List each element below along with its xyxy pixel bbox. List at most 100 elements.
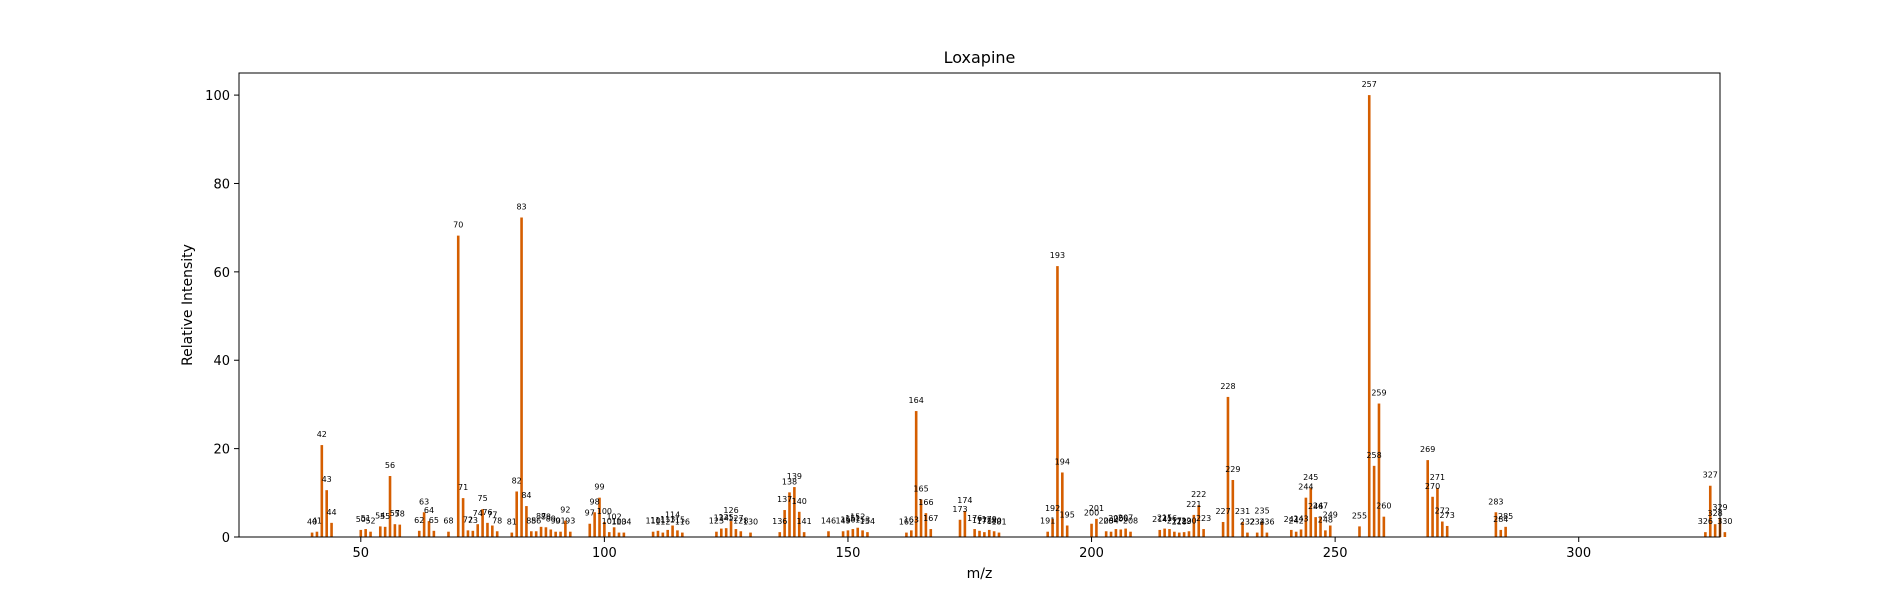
- peak-bar: [481, 509, 484, 537]
- peak-bar: [914, 411, 918, 537]
- peak-bar: [997, 532, 1001, 537]
- peak-bar: [564, 520, 567, 537]
- peak-bar: [1119, 529, 1123, 537]
- peak-bar: [681, 532, 684, 537]
- peak-bar: [797, 511, 801, 537]
- peak-bar: [588, 523, 592, 537]
- peak-bar: [369, 531, 372, 537]
- peak-label: 179: [982, 515, 997, 524]
- y-tick-label: 80: [213, 177, 230, 192]
- peak-bar: [715, 531, 718, 537]
- peak-label: 84: [521, 491, 531, 500]
- peak-bar: [987, 529, 991, 537]
- peak-label: 102: [606, 512, 621, 521]
- peak-label: 93: [565, 517, 575, 526]
- peak-label: 114: [665, 511, 680, 520]
- peak-label: 271: [1430, 473, 1445, 482]
- peak-label: 257: [1362, 80, 1377, 89]
- peak-label: 40: [307, 518, 317, 527]
- peak-bar: [720, 528, 723, 537]
- peak-bar: [1309, 487, 1313, 537]
- peak-bar: [1319, 516, 1322, 537]
- peak-bar: [851, 529, 855, 537]
- peak-label: 126: [723, 506, 738, 515]
- peak-label: 86: [531, 516, 541, 525]
- peak-label: 249: [1323, 511, 1338, 520]
- peak-label: 88: [541, 512, 551, 521]
- peak-bar: [617, 532, 621, 537]
- peak-label: 123: [709, 517, 724, 526]
- peak-label: 174: [957, 496, 972, 505]
- peak-bar: [388, 476, 392, 537]
- peak-bar: [924, 513, 928, 537]
- peak-bar: [554, 531, 557, 537]
- peak-label: 330: [1717, 517, 1732, 526]
- peak-label: 97: [585, 509, 595, 518]
- peak-label: 284: [1493, 515, 1508, 524]
- peak-bar: [856, 527, 860, 537]
- peak-label: 258: [1366, 451, 1381, 460]
- peak-bar: [1114, 529, 1118, 537]
- peak-label: 229: [1225, 465, 1240, 474]
- peak-label: 207: [1118, 514, 1133, 523]
- peak-label: 255: [1352, 511, 1367, 520]
- peak-bar: [359, 529, 363, 537]
- peak-label: 154: [860, 517, 875, 526]
- peak-bar: [520, 217, 523, 537]
- peak-bar: [827, 531, 830, 537]
- peak-label: 222: [1191, 490, 1206, 499]
- peak-label: 101: [602, 517, 617, 526]
- peak-bar: [1163, 528, 1166, 537]
- plot-frame: [238, 72, 1721, 538]
- peak-label: 125: [719, 513, 734, 522]
- peak-label: 270: [1425, 482, 1440, 491]
- peak-label: 56: [385, 461, 395, 470]
- peak-label: 178: [977, 517, 992, 526]
- peak-label: 140: [792, 497, 807, 506]
- peak-label: 141: [796, 517, 811, 526]
- peak-bar: [866, 532, 869, 537]
- peak-label: 208: [1123, 517, 1138, 526]
- peak-label: 201: [1089, 504, 1104, 513]
- peak-label: 246: [1308, 502, 1323, 511]
- peak-label: 98: [590, 497, 600, 506]
- peak-label: 167: [923, 514, 938, 523]
- peak-label: 81: [507, 518, 517, 527]
- peak-label: 227: [1215, 507, 1230, 516]
- peak-bar: [973, 529, 976, 537]
- peak-label: 206: [1113, 514, 1128, 523]
- peak-bar: [383, 526, 387, 537]
- peak-bar: [1504, 526, 1507, 537]
- peak-label: 72: [463, 515, 473, 524]
- peak-bar: [793, 487, 796, 537]
- peak-label: 162: [899, 518, 914, 527]
- peak-label: 241: [1284, 515, 1299, 524]
- peak-bar: [1177, 532, 1181, 537]
- peak-bar: [471, 530, 475, 537]
- peak-bar: [1723, 532, 1727, 537]
- peak-bar: [1499, 529, 1503, 537]
- peak-bar: [958, 519, 962, 537]
- peak-label: 177: [972, 516, 987, 525]
- peak-label: 90: [551, 517, 561, 526]
- peak-bar: [1061, 472, 1064, 537]
- peak-label: 128: [733, 516, 748, 525]
- peak-label: 71: [458, 483, 468, 492]
- peak-bar: [622, 532, 626, 537]
- peak-label: 75: [477, 494, 487, 503]
- peak-bar: [1202, 529, 1205, 537]
- peak-label: 103: [611, 518, 626, 527]
- peak-label: 68: [443, 517, 453, 526]
- peak-label: 328: [1707, 509, 1722, 518]
- peak-label: 136: [772, 517, 787, 526]
- peak-bar: [593, 512, 596, 537]
- peak-bar: [515, 491, 518, 537]
- peak-bar: [1704, 532, 1707, 537]
- peak-label: 164: [909, 396, 924, 405]
- y-tick-label: 20: [213, 443, 230, 458]
- peak-bar: [325, 490, 328, 537]
- x-tick-label: 200: [1079, 546, 1104, 561]
- peak-bar: [729, 521, 733, 537]
- peak-label: 327: [1703, 471, 1718, 480]
